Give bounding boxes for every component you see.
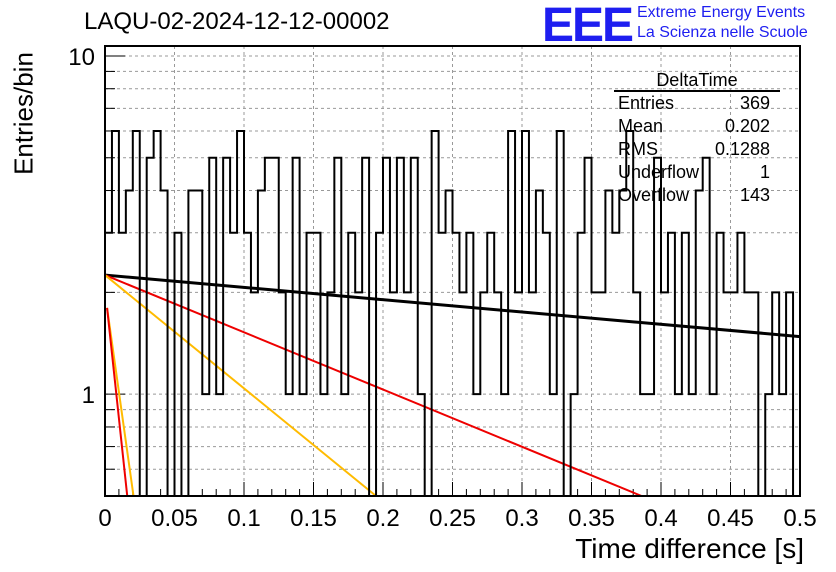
stats-row: Underflow 1 [610,161,780,184]
stats-label: Underflow [618,162,700,182]
page-title: LAQU-02-2024-12-12-00002 [84,8,390,35]
x-tick-label: 0.45 [707,505,754,532]
x-tick-labels: 0 0.05 0.1 0.15 0.2 0.25 0.3 0.35 0.4 0.45 0.5 [98,505,816,532]
stats-label: RMS [618,139,658,159]
stats-row: Entries 369 [610,92,780,115]
grid [105,46,800,496]
fit-line [104,274,642,497]
stats-label: Overflow [618,185,690,205]
stats-title: DeltaTime [614,70,780,92]
x-tick-label: 0.5 [783,505,816,532]
x-tick-label: 0.2 [366,505,399,532]
stats-value: 1 [759,162,770,182]
fit-line [106,307,129,497]
x-tick-label: 0.05 [151,505,198,532]
axis-ticks [104,55,801,497]
x-tick-label: 0.35 [568,505,615,532]
fit-line [104,273,801,339]
stats-value: 0.1288 [714,139,770,159]
x-tick-label: 0.1 [227,505,260,532]
fit-curves [104,273,801,497]
x-tick-label: 0.4 [644,505,677,532]
logo-line-1: Extreme Energy Events [637,4,806,21]
stats-row: RMS 0.1288 [610,138,780,161]
stats-label: Mean [618,116,664,136]
stats-value: 0.202 [724,116,770,136]
y-tick-label: 10 [68,44,95,71]
stats-row: Overflow 143 [610,184,780,207]
y-tick-label: 1 [82,382,95,409]
logo-line-2: La Scienza nelle Scuole [637,24,808,41]
eee-logo: EEE [542,0,634,52]
stats-row: Mean 0.202 [610,115,780,138]
x-axis-label: Time difference [s] [575,533,804,564]
histogram-line [105,129,800,497]
fit-line [106,307,135,497]
x-tick-label: 0.15 [290,505,337,532]
stats-box: DeltaTime Entries 369 Mean 0.202 RMS 0.1… [610,70,780,207]
x-tick-label: 0.25 [429,505,476,532]
x-tick-label: 0.3 [505,505,538,532]
stats-value: 369 [739,93,770,113]
x-tick-label: 0 [98,505,111,532]
stats-value: 143 [739,185,770,205]
fit-line [104,274,377,497]
y-tick-labels: 1 10 [68,44,95,409]
y-axis-label: Entries/bin [8,52,39,175]
stats-label: Entries [618,93,675,113]
